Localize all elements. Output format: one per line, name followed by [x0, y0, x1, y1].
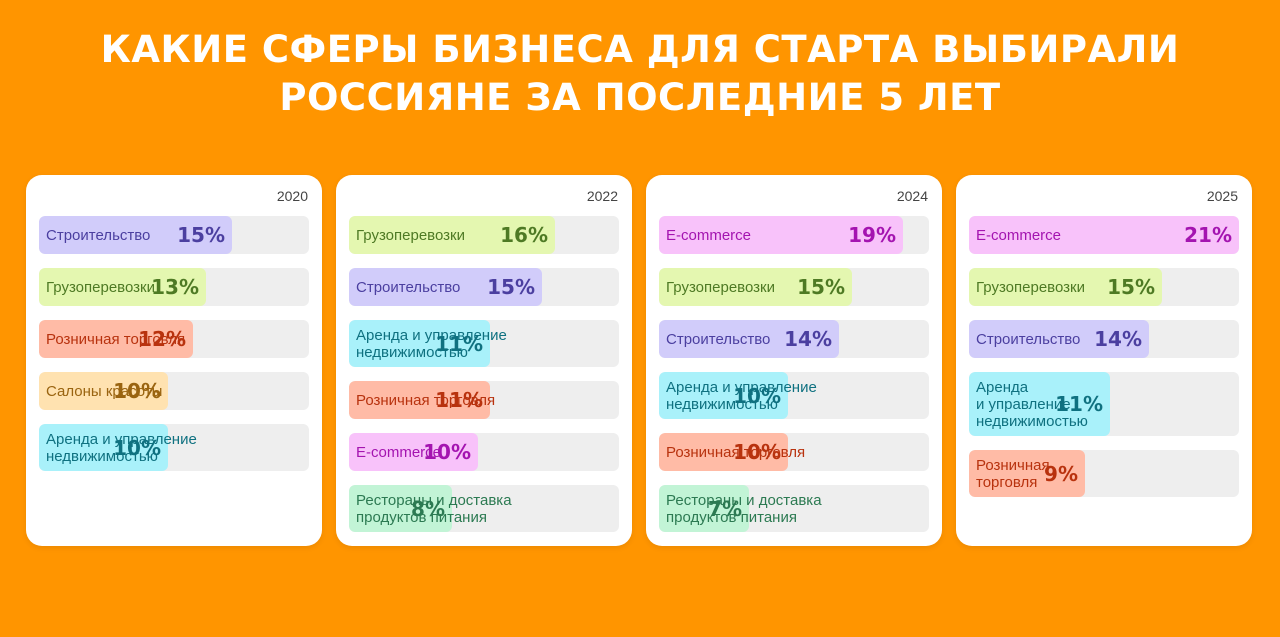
bar-row: Розничная торговля 9% — [969, 450, 1239, 497]
title-line-2: РОССИЯНЕ ЗА ПОСЛЕДНИЕ 5 ЛЕТ — [279, 76, 1001, 119]
year-label: 2022 — [586, 188, 618, 204]
bar — [39, 268, 206, 306]
bar — [39, 216, 232, 254]
bar-row: Розничная торговля 11% — [349, 381, 619, 419]
bar — [659, 485, 749, 532]
bar-value-label: 14% — [784, 327, 832, 351]
bar-label: Аренда и управление недвижимостью — [356, 326, 507, 361]
bar-label: Строительство — [666, 330, 771, 348]
bar-row: Строительство 15% — [349, 268, 619, 306]
chart-card-2022: 2022 Грузоперевозки 16% Строительство 15% Аре… — [336, 175, 632, 546]
bar — [349, 485, 452, 532]
year-label: 2025 — [1206, 188, 1238, 204]
bar — [659, 433, 788, 471]
bar — [349, 433, 478, 471]
bar-row: Розничная торговля 10% — [659, 433, 929, 471]
bar-value-label: 11% — [435, 388, 483, 412]
bar-label: Строительство — [976, 330, 1081, 348]
bar-value-label: 10% — [733, 383, 781, 408]
bar-row: Рестораны и доставка продуктов питания 8% — [349, 485, 619, 532]
bar-value-label: 12% — [138, 327, 186, 351]
bar — [969, 450, 1085, 497]
bar-label: Розничная торговля — [46, 330, 186, 348]
bar — [969, 216, 1239, 254]
bar — [659, 372, 788, 419]
bar-row: Аренда и управление недвижимостью 11% — [969, 372, 1239, 436]
bar-value-label: 11% — [435, 331, 483, 356]
bar-row: Салоны красоты 10% — [39, 372, 309, 410]
bar-label: Розничная торговля — [976, 456, 1050, 491]
bar-value-label: 9% — [1044, 461, 1078, 486]
bar-value-label: 10% — [423, 440, 471, 464]
bar-row: Рестораны и доставка продуктов питания 7% — [659, 485, 929, 532]
year-label: 2020 — [276, 188, 308, 204]
bar-row: Аренда и управление недвижимостью 10% — [39, 424, 309, 471]
bar — [349, 268, 542, 306]
bar-value-label: 14% — [1094, 327, 1142, 351]
bar-label: Рестораны и доставка продуктов питания — [356, 491, 512, 526]
bar-value-label: 15% — [487, 275, 535, 299]
chart-card-2025: 2025 E-commerce 21% Грузоперевозки 15% Строит… — [956, 175, 1252, 546]
year-label: 2024 — [896, 188, 928, 204]
bar — [659, 216, 903, 254]
bar — [39, 424, 168, 471]
bar-label: Рестораны и доставка продуктов питания — [666, 491, 822, 526]
bar-row: Аренда и управление недвижимостью 10% — [659, 372, 929, 419]
bar — [349, 320, 490, 367]
bar-value-label: 10% — [113, 435, 161, 460]
bar-label: Аренда и управление недвижимостью — [46, 430, 197, 465]
bar-label: Розничная торговля — [666, 443, 806, 461]
bar-value-label: 7% — [708, 496, 742, 521]
bar-row: Грузоперевозки 16% — [349, 216, 619, 254]
bar — [659, 320, 839, 358]
bar-label: Грузоперевозки — [666, 278, 775, 296]
bar-row: Грузоперевозки 15% — [659, 268, 929, 306]
bar-row: Строительство 15% — [39, 216, 309, 254]
bar-label: Грузоперевозки — [46, 278, 155, 296]
bar-label: Аренда и управление недвижимостью — [976, 378, 1088, 430]
chart-card-2020: 2020 Строительство 15% Грузоперевозки 13% Роз… — [26, 175, 322, 546]
bar-value-label: 16% — [500, 223, 548, 247]
bar-label: Грузоперевозки — [976, 278, 1085, 296]
bar-value-label: 10% — [113, 379, 161, 403]
bar-row: E-commerce 21% — [969, 216, 1239, 254]
bar-row: Строительство 14% — [969, 320, 1239, 358]
bar-value-label: 8% — [411, 496, 445, 521]
bar-label: Грузоперевозки — [356, 226, 465, 244]
bar-value-label: 10% — [733, 440, 781, 464]
bar-row: E-commerce 19% — [659, 216, 929, 254]
bar — [969, 268, 1162, 306]
bar-value-label: 11% — [1055, 392, 1103, 416]
bar-row: E-commerce 10% — [349, 433, 619, 471]
bar-label: E-commerce — [666, 226, 752, 244]
bar-value-label: 19% — [848, 223, 896, 247]
bar-label: Строительство — [46, 226, 151, 244]
page-title: КАКИЕ СФЕРЫ БИЗНЕСА ДЛЯ СТАРТА ВЫБИРАЛИ … — [0, 26, 1280, 122]
bar-row: Розничная торговля 12% — [39, 320, 309, 358]
bar — [349, 216, 555, 254]
bar-value-label: 15% — [177, 223, 225, 247]
chart-card-2024: 2024 E-commerce 19% Грузоперевозки 15% Строит… — [646, 175, 942, 546]
title-line-1: КАКИЕ СФЕРЫ БИЗНЕСА ДЛЯ СТАРТА ВЫБИРАЛИ — [100, 28, 1180, 71]
bar-value-label: 15% — [1107, 275, 1155, 299]
bar — [969, 320, 1149, 358]
bar-value-label: 21% — [1184, 223, 1232, 247]
bar-value-label: 13% — [151, 275, 199, 299]
bar-label: Строительство — [356, 278, 461, 296]
bar-row: Строительство 14% — [659, 320, 929, 358]
bar-label: Розничная торговля — [356, 391, 496, 409]
bar-value-label: 15% — [797, 275, 845, 299]
bar-label: E-commerce — [356, 443, 442, 461]
bar-label: E-commerce — [976, 226, 1062, 244]
bar — [39, 372, 168, 410]
bar-label: Салоны красоты — [46, 382, 163, 400]
bar-row: Аренда и управление недвижимостью 11% — [349, 320, 619, 367]
bar-row: Грузоперевозки 13% — [39, 268, 309, 306]
bar — [969, 372, 1110, 436]
bar-row: Грузоперевозки 15% — [969, 268, 1239, 306]
bar — [659, 268, 852, 306]
bar — [349, 381, 490, 419]
bar — [39, 320, 193, 358]
bar-label: Аренда и управление недвижимостью — [666, 378, 817, 413]
